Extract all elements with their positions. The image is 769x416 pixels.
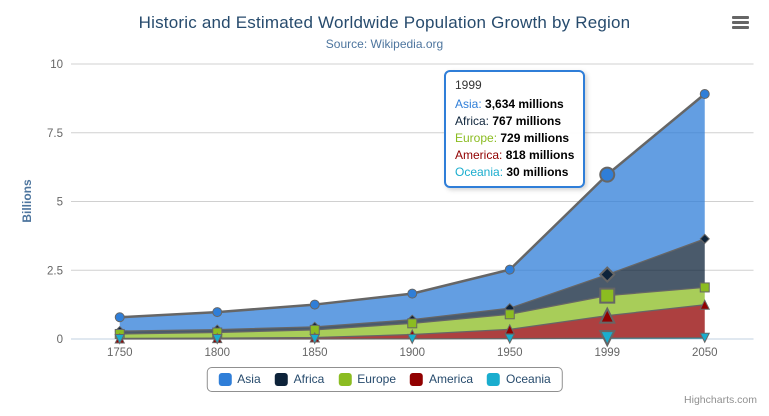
point-marker-diamond[interactable] — [699, 233, 710, 245]
y-axis-label: 2.5 — [47, 265, 63, 277]
point-marker-triangle-down[interactable] — [309, 333, 321, 345]
legend-swatch-icon — [218, 373, 232, 386]
y-axis-label: 5 — [57, 197, 63, 209]
legend-label: Asia — [237, 372, 261, 386]
tooltip-row: Oceania: 30 millions — [455, 165, 569, 179]
x-axis-label: 1950 — [497, 347, 523, 359]
legend-label: Africa — [293, 372, 325, 386]
point-marker-circle[interactable] — [212, 307, 223, 318]
credits-link[interactable]: Highcharts.com — [684, 394, 757, 406]
point-marker-circle[interactable] — [599, 166, 616, 183]
point-marker-triangle[interactable] — [699, 299, 711, 310]
point-marker-circle[interactable] — [407, 288, 418, 299]
y-axis-label: 10 — [50, 59, 63, 71]
y-axis-title: Billions — [20, 179, 34, 223]
point-marker-triangle-down[interactable] — [699, 332, 711, 344]
chart-title: Historic and Estimated Worldwide Populat… — [138, 13, 631, 32]
hamburger-menu-icon[interactable] — [732, 16, 749, 30]
tooltip-row: Africa: 767 millions — [455, 114, 562, 128]
legend-swatch-icon — [274, 373, 288, 386]
x-axis-label: 1800 — [204, 347, 230, 359]
legend-label: Oceania — [506, 372, 551, 386]
point-marker-circle[interactable] — [504, 264, 515, 275]
legend-swatch-icon — [410, 373, 424, 386]
legend: Asia Africa Europe America Oceania — [206, 367, 563, 392]
point-marker-square[interactable] — [504, 309, 515, 320]
legend-swatch-icon — [487, 373, 501, 386]
y-axis-label: 7.5 — [47, 128, 63, 140]
point-marker-circle[interactable] — [699, 89, 710, 100]
tooltip-row: America: 818 millions — [455, 148, 575, 162]
legend-item-oceania[interactable]: Oceania — [487, 373, 551, 386]
tooltip: 1999 Asia: 3,634 millions Africa: 767 mil… — [444, 70, 586, 188]
legend-item-europe[interactable]: Europe — [338, 373, 396, 386]
point-marker-triangle-down[interactable] — [114, 333, 126, 345]
series-oceania — [114, 330, 711, 348]
point-marker-square[interactable] — [407, 318, 418, 329]
series-asia — [114, 89, 710, 332]
x-axis-label: 1750 — [107, 347, 133, 359]
legend-item-america[interactable]: America — [410, 373, 473, 386]
series-europe — [114, 282, 710, 339]
legend-item-africa[interactable]: Africa — [274, 372, 325, 386]
point-marker-square[interactable] — [599, 287, 616, 304]
point-marker-triangle-down[interactable] — [406, 333, 418, 345]
point-marker-circle[interactable] — [114, 312, 125, 323]
x-axis-label: 1999 — [594, 347, 620, 359]
legend-label: Europe — [357, 372, 397, 386]
x-axis-label: 2050 — [692, 347, 718, 359]
point-marker-square[interactable] — [699, 282, 710, 293]
area-asia[interactable] — [119, 94, 705, 332]
tooltip-rows: Asia: 3,634 millions Africa: 767 millions… — [455, 96, 574, 181]
tooltip-header: 1999 — [455, 78, 482, 92]
tooltip-row: Asia: 3,634 millions — [455, 97, 564, 111]
point-marker-triangle[interactable] — [598, 306, 616, 324]
legend-swatch-icon — [338, 373, 352, 386]
x-axis-label: 1850 — [302, 347, 328, 359]
chart-subtitle: Source: Wikipedia.org — [325, 37, 444, 51]
legend-label: America — [429, 372, 474, 386]
area-america[interactable] — [119, 304, 705, 339]
y-axis-label: 0 — [57, 334, 63, 346]
point-marker-circle[interactable] — [309, 299, 320, 310]
tooltip-row: Europe: 729 millions — [455, 131, 570, 145]
legend-item-asia[interactable]: Asia — [218, 372, 261, 386]
point-marker-diamond[interactable] — [598, 266, 616, 283]
area-africa[interactable] — [119, 238, 705, 334]
point-marker-triangle-down[interactable] — [504, 333, 516, 345]
x-axis-label: 1900 — [399, 347, 425, 359]
point-marker-triangle-down[interactable] — [598, 330, 616, 348]
point-marker-triangle-down[interactable] — [211, 333, 223, 345]
